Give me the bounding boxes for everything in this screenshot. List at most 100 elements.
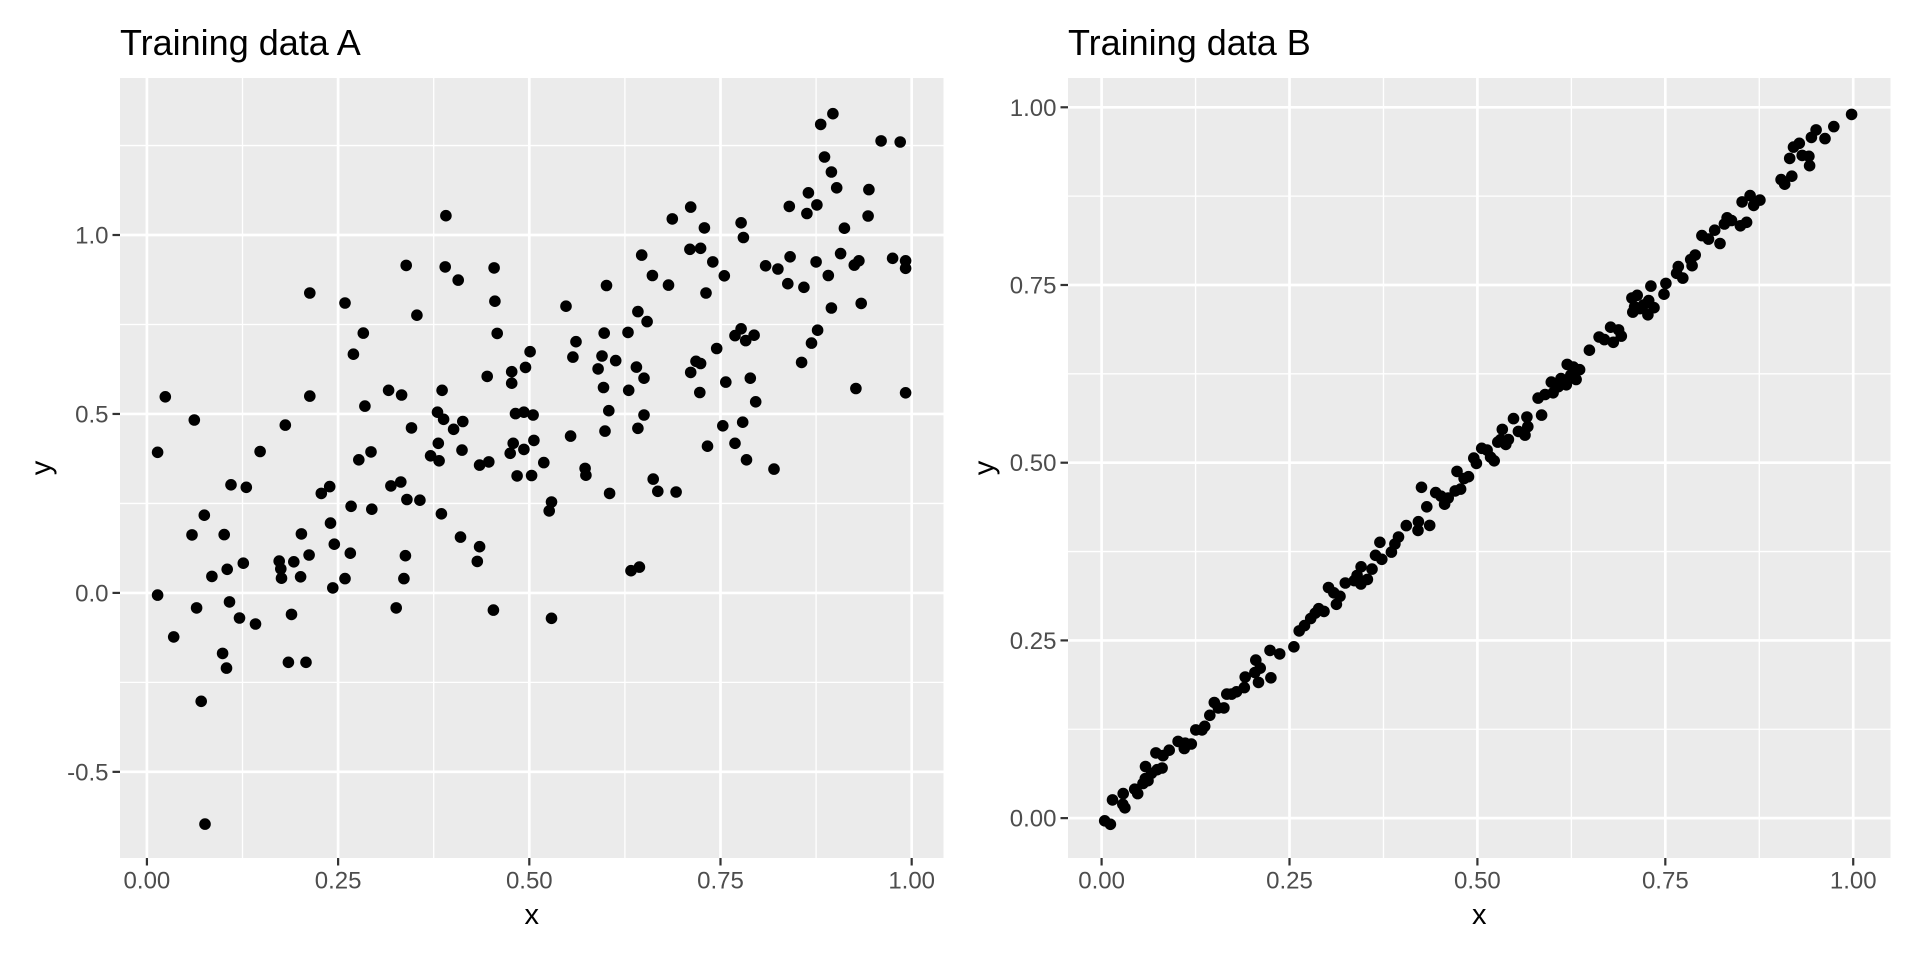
data-point	[190, 602, 203, 614]
data-point	[365, 446, 377, 458]
data-point	[1803, 159, 1816, 172]
data-point	[395, 476, 407, 488]
data-point	[233, 612, 246, 624]
data-point	[630, 361, 643, 373]
data-point	[609, 354, 622, 367]
panel-b-y-axis-title: y	[969, 460, 1001, 475]
data-point	[1583, 344, 1596, 357]
data-point	[701, 440, 714, 453]
data-point	[638, 409, 650, 421]
data-point	[481, 370, 494, 383]
data-point	[366, 503, 378, 515]
data-point	[1708, 224, 1721, 236]
data-point	[436, 384, 448, 397]
data-point	[1374, 536, 1386, 549]
data-point	[830, 182, 843, 194]
data-point	[1264, 644, 1276, 657]
data-point	[1412, 515, 1425, 528]
data-point	[1560, 379, 1573, 391]
data-point	[382, 384, 395, 397]
data-point	[1119, 802, 1131, 814]
data-point	[216, 647, 229, 660]
data-point	[288, 556, 300, 568]
data-point	[254, 445, 266, 458]
data-point	[684, 243, 696, 256]
data-point	[684, 366, 697, 379]
panel-a-y-axis-title: y	[26, 460, 58, 475]
data-point	[1412, 524, 1424, 537]
data-point	[151, 446, 164, 459]
y-tick-label: 0.0	[75, 580, 108, 607]
data-point	[545, 496, 558, 508]
data-point	[186, 529, 198, 541]
data-point	[1778, 178, 1791, 190]
data-point	[1218, 702, 1230, 714]
data-point	[694, 242, 707, 255]
data-point	[825, 166, 838, 178]
data-point	[347, 348, 360, 361]
data-point	[414, 494, 426, 507]
data-point	[249, 618, 262, 630]
data-point	[1421, 501, 1433, 513]
data-point	[1810, 124, 1822, 136]
data-point	[447, 423, 460, 436]
data-point	[439, 261, 452, 273]
data-point	[862, 210, 874, 222]
data-point	[603, 404, 615, 417]
data-point	[433, 455, 445, 467]
data-point	[385, 480, 397, 492]
x-tick-label: 0.50	[1454, 868, 1501, 895]
data-point	[1786, 170, 1798, 182]
data-point	[1686, 259, 1698, 272]
data-point	[825, 302, 838, 314]
data-point	[1415, 481, 1428, 494]
data-point	[188, 414, 201, 426]
data-point	[240, 481, 253, 494]
data-point	[1239, 671, 1251, 683]
data-point	[635, 249, 648, 261]
x-tick-label: 0.75	[1642, 868, 1689, 895]
data-point	[899, 262, 912, 275]
data-point	[863, 183, 875, 196]
data-point	[720, 376, 732, 388]
data-point	[560, 300, 572, 313]
data-point	[811, 199, 823, 211]
data-point	[1454, 483, 1467, 495]
data-point	[827, 107, 839, 120]
data-point	[344, 547, 357, 559]
data-point	[1521, 411, 1533, 423]
data-point	[603, 487, 616, 500]
x-tick-label: 1.00	[888, 868, 935, 895]
data-point	[1828, 120, 1840, 133]
data-point	[1677, 272, 1689, 284]
panel-a-x-axis-title: x	[525, 899, 540, 931]
data-point	[1689, 249, 1701, 261]
data-point	[505, 365, 518, 378]
data-point	[1334, 590, 1346, 603]
data-point	[473, 459, 486, 471]
data-point	[315, 487, 328, 500]
data-point	[151, 589, 164, 601]
data-point	[282, 656, 295, 669]
data-point	[749, 396, 762, 408]
data-point	[597, 381, 610, 394]
panel-background	[120, 78, 944, 858]
data-point	[395, 389, 408, 401]
data-point	[1442, 492, 1454, 504]
x-tick-label: 0.00	[1078, 868, 1125, 895]
data-point	[1507, 412, 1520, 425]
data-point	[814, 118, 827, 131]
data-point	[195, 695, 207, 708]
data-point	[638, 372, 650, 385]
data-point	[729, 437, 741, 450]
data-point	[810, 256, 822, 268]
data-point	[1793, 137, 1806, 150]
data-point	[853, 254, 865, 267]
data-point	[684, 201, 697, 213]
data-point	[528, 434, 540, 447]
data-point	[304, 287, 316, 299]
data-point	[567, 351, 579, 363]
panel-a-title: Training data A	[120, 22, 361, 63]
data-point	[818, 151, 831, 163]
data-point	[772, 263, 784, 275]
